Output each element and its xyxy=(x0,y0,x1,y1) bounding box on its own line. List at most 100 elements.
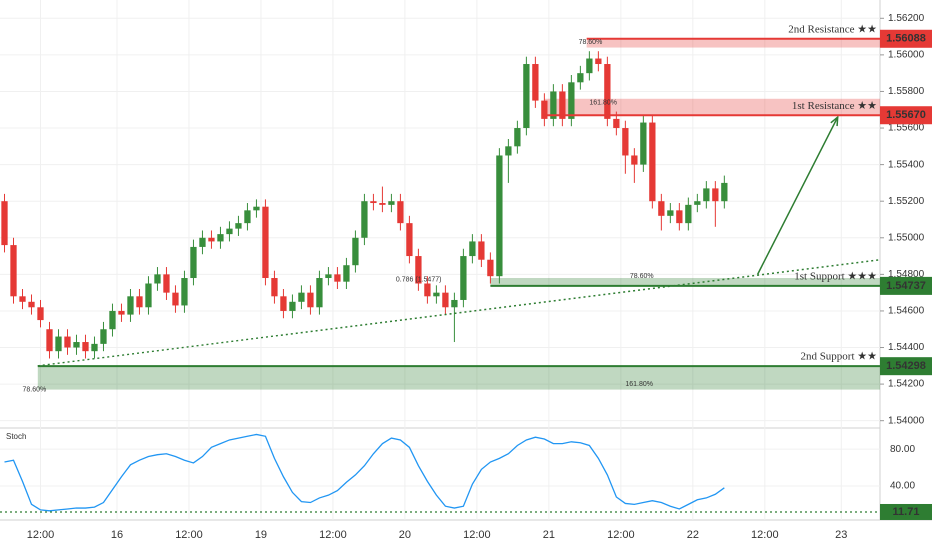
x-tick-label: 19 xyxy=(255,529,267,541)
candle-body xyxy=(703,188,710,202)
candle-body xyxy=(460,256,467,300)
candle-body xyxy=(325,274,332,279)
candle-body xyxy=(649,122,656,202)
price-box-label: 1.56088 xyxy=(886,33,926,45)
y-tick-label: 1.54400 xyxy=(888,342,925,353)
candle-body xyxy=(10,245,17,297)
candle-body xyxy=(658,201,665,216)
candle-body xyxy=(505,146,512,156)
stoch-level-box xyxy=(880,503,932,520)
level-zone xyxy=(586,38,880,48)
y-tick-label: 1.54600 xyxy=(888,306,925,317)
price-box-label: 1.54737 xyxy=(886,280,926,292)
price-box xyxy=(880,276,932,295)
y-tick-label: 1.56000 xyxy=(888,50,925,61)
candle-body xyxy=(37,307,44,321)
candle-body xyxy=(190,246,197,279)
stoch-tick-label: 80.00 xyxy=(890,444,915,455)
fib-label: 78.60% xyxy=(22,386,46,393)
x-tick-label: 12:00 xyxy=(751,529,779,541)
level-zone xyxy=(490,278,880,286)
candle-body xyxy=(559,91,566,119)
candle-body xyxy=(478,241,485,260)
candle-body xyxy=(28,301,35,308)
candle-body xyxy=(136,296,143,308)
candle-body xyxy=(109,310,116,330)
candle-body xyxy=(442,292,449,308)
candle-body xyxy=(496,155,503,277)
candle-body xyxy=(64,336,71,348)
fib-label: 78.60% xyxy=(630,273,654,280)
candle-body xyxy=(676,210,683,224)
price-box-label: 1.55670 xyxy=(886,109,926,121)
candle-body xyxy=(604,64,611,119)
candle-body xyxy=(712,188,719,202)
candle-body xyxy=(667,210,674,216)
candle-body xyxy=(640,122,647,165)
level-zone xyxy=(544,98,880,116)
y-tick-label: 1.56200 xyxy=(888,13,925,24)
x-tick-label: 12:00 xyxy=(319,529,347,541)
candle-body xyxy=(631,155,638,165)
candle-body xyxy=(622,128,629,156)
fib-label: 161.80% xyxy=(589,99,617,106)
candle-body xyxy=(469,241,476,257)
candle-body xyxy=(514,128,521,147)
x-tick-label: 23 xyxy=(835,529,847,541)
candle-body xyxy=(82,342,89,352)
candle-body xyxy=(208,237,215,242)
x-tick-label: 20 xyxy=(399,529,411,541)
y-tick-label: 1.54800 xyxy=(888,269,925,280)
candle-body xyxy=(532,64,539,101)
level-name: 1st Resistance ★★ xyxy=(792,100,877,112)
candle-body xyxy=(424,283,431,297)
y-tick-label: 1.55800 xyxy=(888,86,925,97)
y-tick-label: 1.55000 xyxy=(888,232,925,243)
candle-body xyxy=(172,292,179,306)
candle-body xyxy=(46,329,53,352)
candle-body xyxy=(379,203,386,205)
level-zone xyxy=(37,366,881,390)
arrow-head xyxy=(830,115,839,127)
candle-body xyxy=(721,182,728,202)
candle-body xyxy=(433,292,440,297)
arrow xyxy=(756,116,839,275)
x-tick-label: 21 xyxy=(543,529,555,541)
x-tick-label: 16 xyxy=(111,529,123,541)
candle-body xyxy=(361,201,368,238)
candle-body xyxy=(298,292,305,302)
candle-body xyxy=(253,206,260,211)
y-tick-label: 1.55400 xyxy=(888,159,925,170)
x-tick-label: 12:00 xyxy=(175,529,203,541)
stoch-level-label: 11.71 xyxy=(893,506,920,518)
candle-body xyxy=(523,64,530,129)
candle-body xyxy=(19,296,26,302)
candle-body xyxy=(397,201,404,224)
fib-label: 78.60% xyxy=(579,39,603,46)
y-tick-label: 1.54200 xyxy=(888,379,925,390)
stoch-line xyxy=(4,433,725,512)
candle-body xyxy=(568,82,575,119)
candle-body xyxy=(352,237,359,266)
candle-body xyxy=(226,228,233,235)
level-name: 2nd Resistance ★★ xyxy=(788,23,877,35)
price-box xyxy=(880,106,932,125)
candle-body xyxy=(343,265,350,282)
fib-label: 161.80% xyxy=(625,381,653,388)
price-box xyxy=(880,357,932,376)
candle-body xyxy=(271,278,278,297)
candle-body xyxy=(154,274,161,284)
candle-body xyxy=(370,201,377,204)
candle-body xyxy=(1,201,8,246)
level-name: 1st Support ★★★ xyxy=(794,270,877,282)
candle-body xyxy=(199,237,206,247)
candle-body xyxy=(289,301,296,311)
candle-body xyxy=(550,91,557,119)
x-tick-label: 12:00 xyxy=(607,529,635,541)
candle-body xyxy=(118,310,125,315)
candle-body xyxy=(163,274,170,293)
candle-body xyxy=(127,296,134,315)
candle-body xyxy=(613,118,620,129)
y-tick-label: 1.55600 xyxy=(888,123,925,134)
